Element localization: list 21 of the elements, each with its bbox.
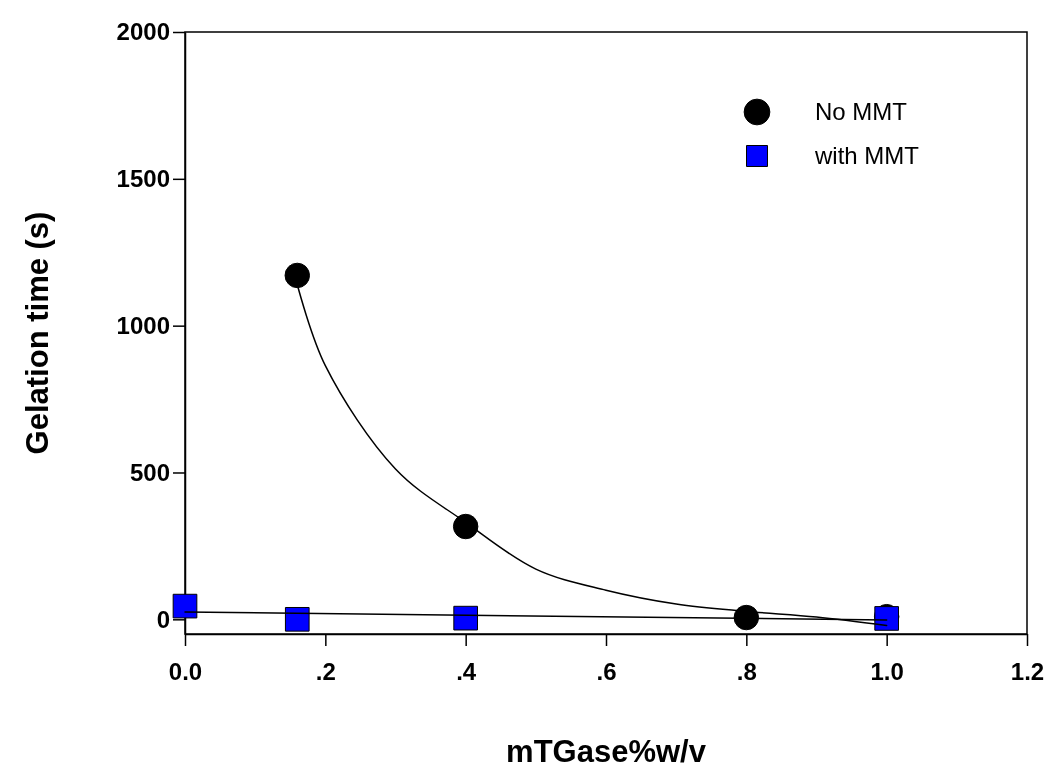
x-tick-label: .4 bbox=[456, 658, 477, 686]
point bbox=[172, 593, 198, 619]
y-tick-label: 0 bbox=[156, 605, 170, 633]
y-tick-label: 2000 bbox=[116, 18, 170, 46]
x-tick-label: 0.0 bbox=[168, 658, 203, 686]
x-tick-label: 1.2 bbox=[1010, 658, 1045, 686]
y-axis-title: Gelation time (s) bbox=[20, 211, 55, 455]
x-tick-label: .8 bbox=[736, 658, 757, 686]
legend-label: with MMT bbox=[814, 142, 920, 170]
y-tick-label: 1500 bbox=[116, 165, 170, 193]
y-tick-label: 1000 bbox=[116, 311, 170, 339]
x-tick-label: 1.0 bbox=[870, 658, 904, 686]
x-tick-label: .2 bbox=[315, 658, 336, 686]
x-axis-title: mTGase%w/v bbox=[506, 734, 707, 769]
y-tick-label: 500 bbox=[129, 458, 170, 486]
point bbox=[284, 262, 310, 289]
legend-label: No MMT bbox=[815, 98, 908, 126]
point bbox=[284, 606, 310, 632]
point bbox=[452, 513, 479, 540]
x-tick-label: .6 bbox=[596, 658, 617, 686]
point bbox=[453, 605, 478, 631]
